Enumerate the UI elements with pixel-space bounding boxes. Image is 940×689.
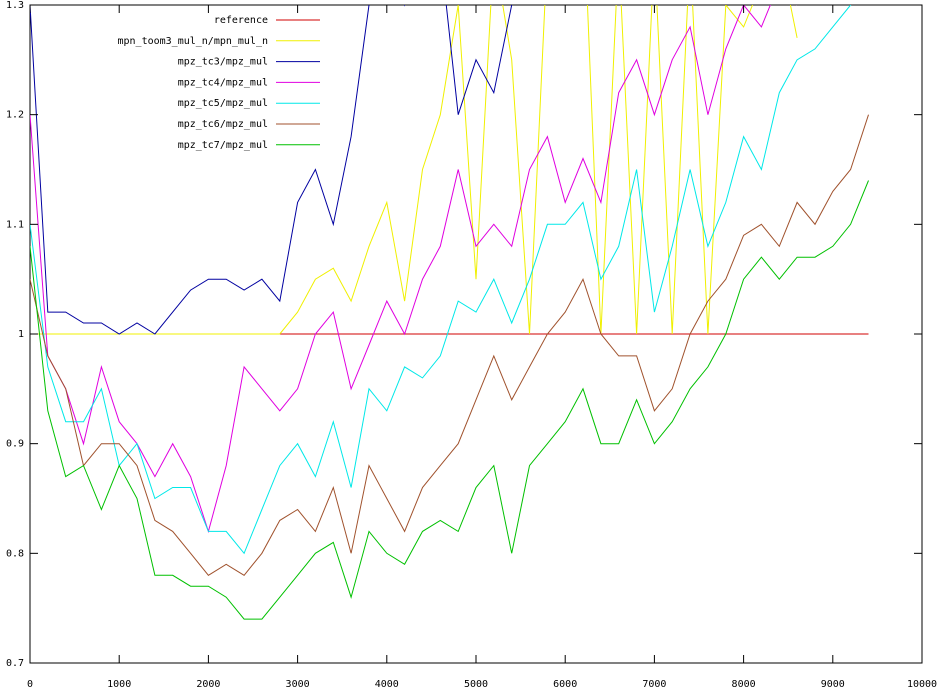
series-line bbox=[30, 114, 869, 576]
y-tick-label: 0.8 bbox=[6, 548, 24, 559]
x-tick-label: 5000 bbox=[464, 679, 488, 689]
x-tick-label: 6000 bbox=[553, 679, 577, 689]
series-line bbox=[30, 5, 798, 335]
series-line bbox=[30, 180, 869, 620]
legend-label: mpz_tc4/mpz_mul bbox=[178, 77, 268, 88]
x-tick-label: 10000 bbox=[907, 679, 937, 689]
y-tick-label: 1.3 bbox=[6, 0, 24, 11]
series-line bbox=[30, 5, 513, 335]
x-tick-label: 4000 bbox=[375, 679, 399, 689]
y-tick-label: 0.9 bbox=[6, 439, 24, 450]
legend-label: mpz_tc7/mpz_mul bbox=[178, 140, 268, 151]
x-tick-label: 7000 bbox=[642, 679, 666, 689]
x-tick-label: 3000 bbox=[286, 679, 310, 689]
x-tick-label: 1000 bbox=[107, 679, 131, 689]
series-line bbox=[30, 5, 798, 534]
legend-label: mpz_tc6/mpz_mul bbox=[178, 119, 268, 130]
y-tick-label: 1.2 bbox=[6, 110, 24, 121]
legend-label: mpz_tc3/mpz_mul bbox=[178, 57, 268, 68]
y-tick-label: 0.7 bbox=[6, 658, 24, 669]
legend-label: reference bbox=[214, 15, 268, 26]
legend-label: mpz_tc5/mpz_mul bbox=[178, 98, 268, 109]
series-line bbox=[30, 5, 852, 555]
plot-lines bbox=[30, 5, 869, 620]
y-tick-label: 1 bbox=[18, 329, 24, 340]
x-tick-label: 2000 bbox=[196, 679, 220, 689]
x-tick-label: 0 bbox=[27, 679, 33, 689]
y-tick-label: 1.1 bbox=[6, 219, 24, 230]
x-tick-label: 8000 bbox=[732, 679, 756, 689]
legend-label: mpn_toom3_mul_n/mpn_mul_n bbox=[117, 36, 268, 47]
x-tick-label: 9000 bbox=[821, 679, 845, 689]
